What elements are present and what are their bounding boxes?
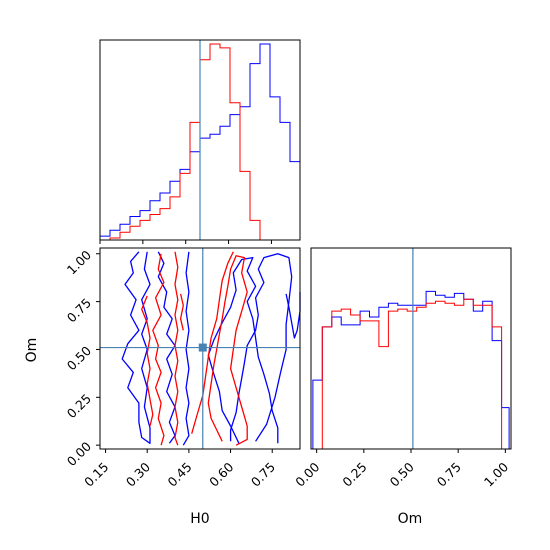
contour-ylabel: Om: [24, 338, 40, 363]
contour-ytick-label: 0.75: [64, 295, 94, 325]
contour-line-6: [285, 292, 301, 339]
hist-om-frame: [310, 247, 512, 450]
contour-ticks: 0.15 0.30 0.45 0.60 0.75 0.00 0.25 0.50 0.75 1.00: [64, 247, 278, 489]
hist-om-xtick-label: 0.75: [434, 459, 464, 489]
contour-ytick-label: 1.00: [64, 247, 94, 277]
hist-h0-frame: [99, 39, 301, 241]
contour-ytick-label: 0.00: [64, 439, 94, 469]
contour-lines-group: [121, 251, 301, 446]
contour-line-11: [207, 255, 248, 446]
hist-om-xlabel: Om: [398, 511, 423, 527]
hist-h0-ticks: [99, 240, 272, 244]
contour-ytick-label: 0.25: [64, 391, 94, 421]
contour-line-12: [191, 251, 234, 434]
hist-om-ticks: 0.00 0.25 0.50 0.75 1.00: [292, 449, 511, 490]
contour-xlabel: H0: [190, 511, 209, 527]
contour-line-10: [179, 293, 184, 331]
contour-xtick-label: 0.75: [248, 459, 278, 489]
contour-line-8: [152, 253, 165, 446]
contour-xtick-label: 0.30: [123, 459, 153, 489]
hist-H0-series-2-step: [100, 43, 300, 241]
contour-frame: [99, 247, 301, 450]
hist-Om-series-1-step: [312, 290, 510, 449]
contour-truth-marker: [198, 343, 207, 352]
contour-line-9: [141, 295, 154, 427]
hist-om-xtick-label: 0.25: [339, 459, 369, 489]
contour-line-4: [207, 256, 279, 444]
hist-om-xtick-label: 0.50: [387, 459, 417, 489]
contour-xtick-label: 0.15: [81, 459, 111, 489]
contour-line-7: [174, 251, 179, 446]
hist-om-series-group: [312, 290, 510, 450]
hist-om-panel: 0.00 0.25 0.50 0.75 1.00 Om: [292, 247, 512, 527]
contour-line-3: [182, 251, 190, 446]
contour-panel: 0.15 0.30 0.45 0.60 0.75 0.00 0.25 0.50 0.75 1.00…: [24, 247, 301, 527]
hist-om-xtick-label: 0.00: [292, 459, 322, 489]
hist-h0-panel: [99, 39, 301, 244]
contour-xtick-label: 0.45: [164, 459, 194, 489]
hist-om-xtick-label: 1.00: [481, 459, 511, 489]
hist-Om-series-2-step: [312, 298, 510, 450]
contour-line-5: [229, 253, 293, 442]
contour-xtick-label: 0.60: [206, 459, 236, 489]
contour-ytick-label: 0.50: [64, 343, 94, 373]
